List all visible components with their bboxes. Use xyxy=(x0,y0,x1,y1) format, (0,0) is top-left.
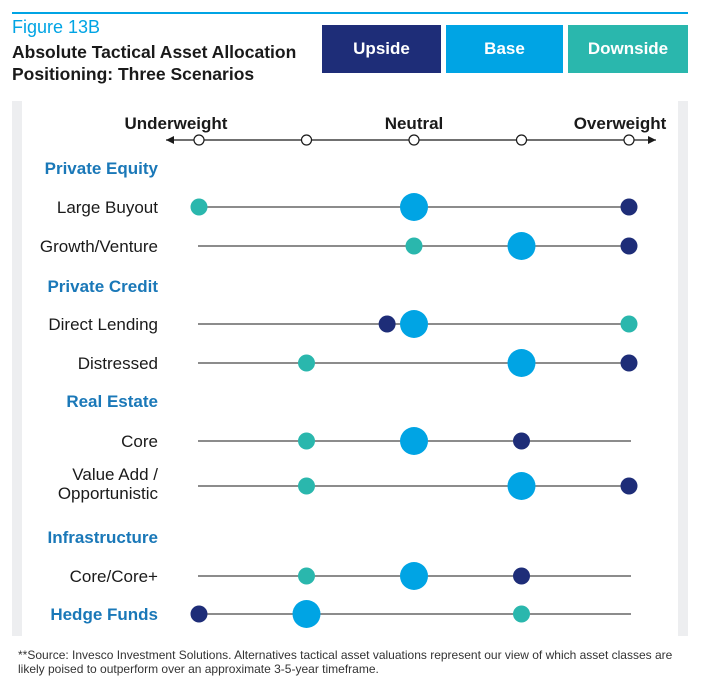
chart-title: Absolute Tactical Asset Allocation Posit… xyxy=(12,41,296,85)
group-label-real-estate: Real Estate xyxy=(66,392,158,411)
dot-upside-value-add-opportunistic xyxy=(620,477,638,495)
legend-downside-label: Downside xyxy=(587,39,669,58)
dot-downside-distressed xyxy=(298,354,315,372)
figure-label: Figure 13B xyxy=(12,17,101,37)
dot-downside-growth-venture xyxy=(405,237,423,255)
row-label-value-add-opportunistic: Value Add / Opportunistic xyxy=(58,465,159,503)
dot-downside-core xyxy=(298,432,315,450)
top-rule xyxy=(12,12,688,14)
row-label-core-core: Core/Core+ xyxy=(70,567,158,586)
legend-upside-label: Upside xyxy=(353,39,410,58)
dot-base-distressed xyxy=(507,349,536,377)
source-note: **Source: Invesco Investment Solutions. … xyxy=(18,648,673,676)
dot-upside-direct-lending xyxy=(378,315,396,333)
scale-label-neutral: Neutral xyxy=(385,114,444,133)
row-label-core: Core xyxy=(121,432,158,451)
dot-upside-core xyxy=(513,432,530,450)
dot-base-direct-lending xyxy=(400,310,428,338)
row-label-distressed: Distressed xyxy=(78,354,158,373)
dot-downside-core-core xyxy=(298,567,315,585)
scale-tick-2 xyxy=(300,134,313,146)
dot-downside-direct-lending xyxy=(620,315,638,333)
group-label-private-credit: Private Credit xyxy=(47,277,158,296)
row-label-large-buyout: Large Buyout xyxy=(57,198,158,217)
legend-base-label: Base xyxy=(484,39,525,58)
legend-downside: Downside xyxy=(568,25,688,73)
row-label-direct-lending: Direct Lending xyxy=(48,315,158,334)
row-label-growth-venture: Growth/Venture xyxy=(40,237,158,256)
scale-arrow-left xyxy=(166,136,174,144)
dot-downside-value-add-opportunistic xyxy=(298,477,315,495)
dot-base-core-core xyxy=(400,562,428,590)
dot-downside-hedge-funds xyxy=(513,605,530,623)
scale-tick-4 xyxy=(515,134,528,146)
dot-upside-distressed xyxy=(620,354,638,372)
legend-upside: Upside xyxy=(322,25,441,73)
dot-base-value-add-opportunistic xyxy=(507,472,536,500)
dot-base-core xyxy=(400,427,428,455)
group-label-private-equity: Private Equity xyxy=(45,159,159,178)
row-label-line: Opportunistic xyxy=(58,484,159,503)
scale-label-overweight: Overweight xyxy=(574,114,667,133)
dot-upside-hedge-funds xyxy=(190,605,208,623)
row-label-line: Value Add / xyxy=(72,465,158,484)
dot-upside-core-core xyxy=(513,567,530,585)
chart-panel xyxy=(12,101,688,636)
chart-card xyxy=(22,101,678,636)
scale-label-underweight: Underweight xyxy=(125,114,228,133)
dot-base-large-buyout xyxy=(400,193,428,221)
scale-tick-5 xyxy=(623,134,635,146)
dot-downside-large-buyout xyxy=(190,198,208,216)
scale-tick-1 xyxy=(193,134,205,146)
group-label-infrastructure: Infrastructure xyxy=(47,528,158,547)
chart-title-line-1: Absolute Tactical Asset Allocation xyxy=(12,42,297,62)
scale-arrow-right xyxy=(648,136,656,144)
legend-base: Base xyxy=(446,25,563,73)
dot-upside-growth-venture xyxy=(620,237,638,255)
scale-tick-3 xyxy=(408,134,420,146)
chart-title-line-2: Positioning: Three Scenarios xyxy=(12,64,255,84)
dot-upside-large-buyout xyxy=(620,198,638,216)
row-label-hedge-funds: Hedge Funds xyxy=(50,605,158,624)
dot-base-growth-venture xyxy=(507,232,536,260)
dot-base-hedge-funds xyxy=(292,600,321,628)
